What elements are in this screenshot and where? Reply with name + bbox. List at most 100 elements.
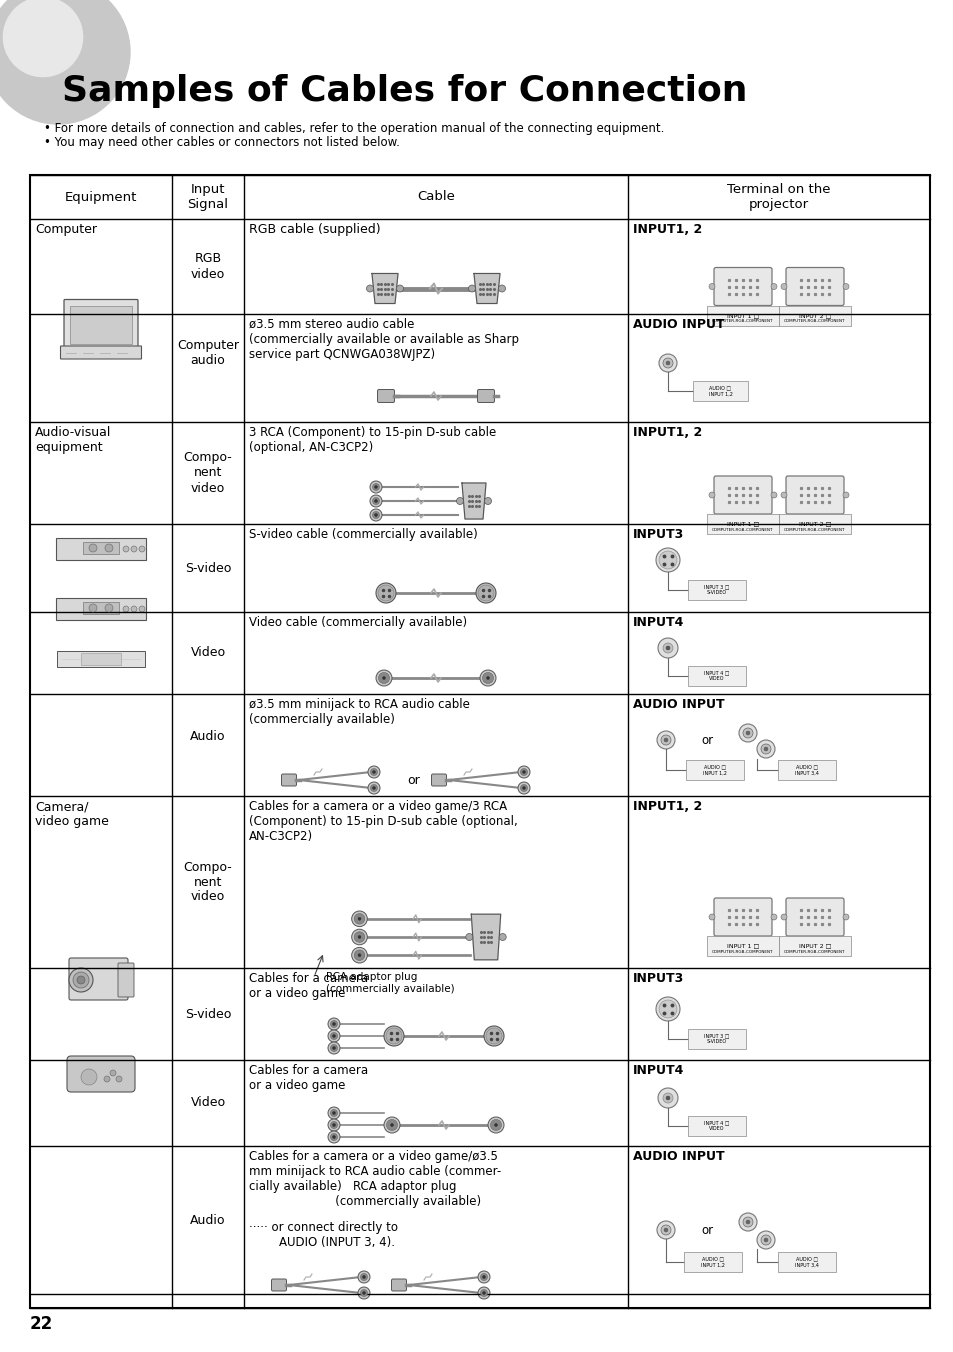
- Text: INPUT 3 □
S-VIDEO: INPUT 3 □ S-VIDEO: [703, 1033, 729, 1044]
- Text: S-video cable (commercially available): S-video cable (commercially available): [249, 529, 477, 541]
- Circle shape: [477, 585, 494, 602]
- Circle shape: [131, 606, 137, 612]
- Text: COMPUTER-RGB-COMPONENT: COMPUTER-RGB-COMPONENT: [783, 950, 845, 955]
- Text: INPUT4: INPUT4: [633, 1064, 683, 1078]
- Text: 3 RCA (Component) to 15-pin D-sub cable
(optional, AN-C3CP2): 3 RCA (Component) to 15-pin D-sub cable …: [249, 426, 496, 454]
- Circle shape: [498, 285, 505, 292]
- Text: COMPUTER-RGB-COMPONENT: COMPUTER-RGB-COMPONENT: [712, 529, 773, 531]
- Circle shape: [0, 0, 130, 124]
- Text: Cables for a camera
or a video game: Cables for a camera or a video game: [249, 972, 368, 1000]
- Circle shape: [372, 498, 379, 504]
- Circle shape: [760, 744, 770, 754]
- Polygon shape: [471, 914, 500, 960]
- Circle shape: [131, 546, 137, 552]
- Circle shape: [781, 492, 786, 498]
- Circle shape: [357, 1287, 370, 1299]
- Circle shape: [328, 1107, 339, 1119]
- Circle shape: [354, 932, 364, 942]
- Circle shape: [396, 285, 403, 292]
- Circle shape: [372, 484, 379, 491]
- FancyBboxPatch shape: [785, 476, 843, 514]
- FancyBboxPatch shape: [391, 1279, 406, 1291]
- Polygon shape: [461, 483, 485, 519]
- Circle shape: [760, 1234, 770, 1245]
- Text: Compo-
nent
video: Compo- nent video: [183, 452, 233, 495]
- Circle shape: [842, 492, 848, 498]
- Circle shape: [370, 508, 381, 521]
- Text: RGB cable (supplied): RGB cable (supplied): [249, 223, 380, 237]
- Bar: [779, 514, 850, 534]
- Circle shape: [479, 671, 496, 685]
- Circle shape: [333, 1022, 335, 1026]
- Text: • You may need other cables or connectors not listed below.: • You may need other cables or connector…: [44, 137, 399, 149]
- Circle shape: [490, 1119, 501, 1130]
- Text: COMPUTER-RGB-COMPONENT: COMPUTER-RGB-COMPONENT: [783, 319, 845, 323]
- Text: COMPUTER-RGB-COMPONENT: COMPUTER-RGB-COMPONENT: [712, 319, 773, 323]
- Circle shape: [386, 1119, 397, 1130]
- Circle shape: [477, 1287, 490, 1299]
- Bar: [779, 936, 850, 956]
- Circle shape: [366, 285, 374, 292]
- Circle shape: [116, 1076, 122, 1082]
- Circle shape: [370, 495, 381, 507]
- Circle shape: [357, 917, 360, 921]
- Bar: [687, 667, 745, 685]
- Text: INPUT4: INPUT4: [633, 617, 683, 629]
- Circle shape: [333, 1034, 335, 1037]
- Circle shape: [476, 583, 496, 603]
- Circle shape: [328, 1132, 339, 1142]
- Text: ø3.5 mm stereo audio cable
(commercially available or available as Sharp
service: ø3.5 mm stereo audio cable (commercially…: [249, 318, 518, 361]
- Circle shape: [482, 1291, 485, 1294]
- Bar: [687, 1115, 745, 1136]
- Text: INPUT 2 □: INPUT 2 □: [798, 522, 830, 526]
- Text: INPUT1, 2: INPUT1, 2: [633, 426, 701, 439]
- Circle shape: [484, 498, 491, 504]
- FancyBboxPatch shape: [272, 1279, 286, 1291]
- Text: INPUT 2 □: INPUT 2 □: [798, 944, 830, 949]
- Circle shape: [390, 1124, 393, 1126]
- Circle shape: [742, 727, 752, 738]
- Circle shape: [662, 1092, 672, 1103]
- Circle shape: [517, 781, 530, 794]
- Text: AUDIO □
INPUT 3,4: AUDIO □ INPUT 3,4: [794, 765, 818, 776]
- Text: ····· or connect directly to
        AUDIO (INPUT 3, 4).: ····· or connect directly to AUDIO (INPU…: [249, 1221, 397, 1249]
- Circle shape: [662, 358, 672, 368]
- Circle shape: [663, 738, 667, 742]
- Circle shape: [360, 1274, 367, 1280]
- Circle shape: [357, 1271, 370, 1283]
- Polygon shape: [474, 273, 499, 303]
- Polygon shape: [372, 273, 397, 303]
- Circle shape: [494, 1124, 497, 1126]
- Text: INPUT3: INPUT3: [633, 972, 683, 986]
- Circle shape: [482, 1275, 485, 1279]
- Text: INPUT1, 2: INPUT1, 2: [633, 223, 701, 237]
- Text: INPUT3: INPUT3: [633, 529, 683, 541]
- Circle shape: [477, 1271, 490, 1283]
- Bar: [706, 306, 779, 326]
- Text: • For more details of connection and cables, refer to the operation manual of th: • For more details of connection and cab…: [44, 122, 663, 135]
- Circle shape: [333, 1136, 335, 1138]
- Bar: [30, 174, 929, 1307]
- Circle shape: [658, 1088, 678, 1109]
- Text: RCA adaptor plug
(commercially available): RCA adaptor plug (commercially available…: [326, 972, 455, 994]
- Bar: [70, 306, 132, 343]
- Circle shape: [375, 485, 377, 488]
- FancyBboxPatch shape: [713, 898, 771, 936]
- FancyBboxPatch shape: [713, 476, 771, 514]
- Bar: [706, 936, 779, 956]
- Circle shape: [656, 548, 679, 572]
- FancyBboxPatch shape: [64, 300, 138, 350]
- Bar: [687, 1029, 745, 1049]
- Circle shape: [665, 646, 669, 650]
- Text: COMPUTER-RGB-COMPONENT: COMPUTER-RGB-COMPONENT: [783, 529, 845, 531]
- Bar: [57, 652, 145, 667]
- Circle shape: [498, 933, 506, 941]
- Circle shape: [89, 544, 97, 552]
- Text: Video: Video: [191, 646, 225, 660]
- Circle shape: [123, 606, 129, 612]
- Circle shape: [386, 1028, 401, 1044]
- Circle shape: [522, 787, 525, 790]
- Text: Cables for a camera or a video game/3 RCA
(Component) to 15-pin D-sub cable (opt: Cables for a camera or a video game/3 RC…: [249, 800, 517, 844]
- FancyBboxPatch shape: [281, 773, 296, 786]
- Text: INPUT 2 □: INPUT 2 □: [798, 314, 830, 318]
